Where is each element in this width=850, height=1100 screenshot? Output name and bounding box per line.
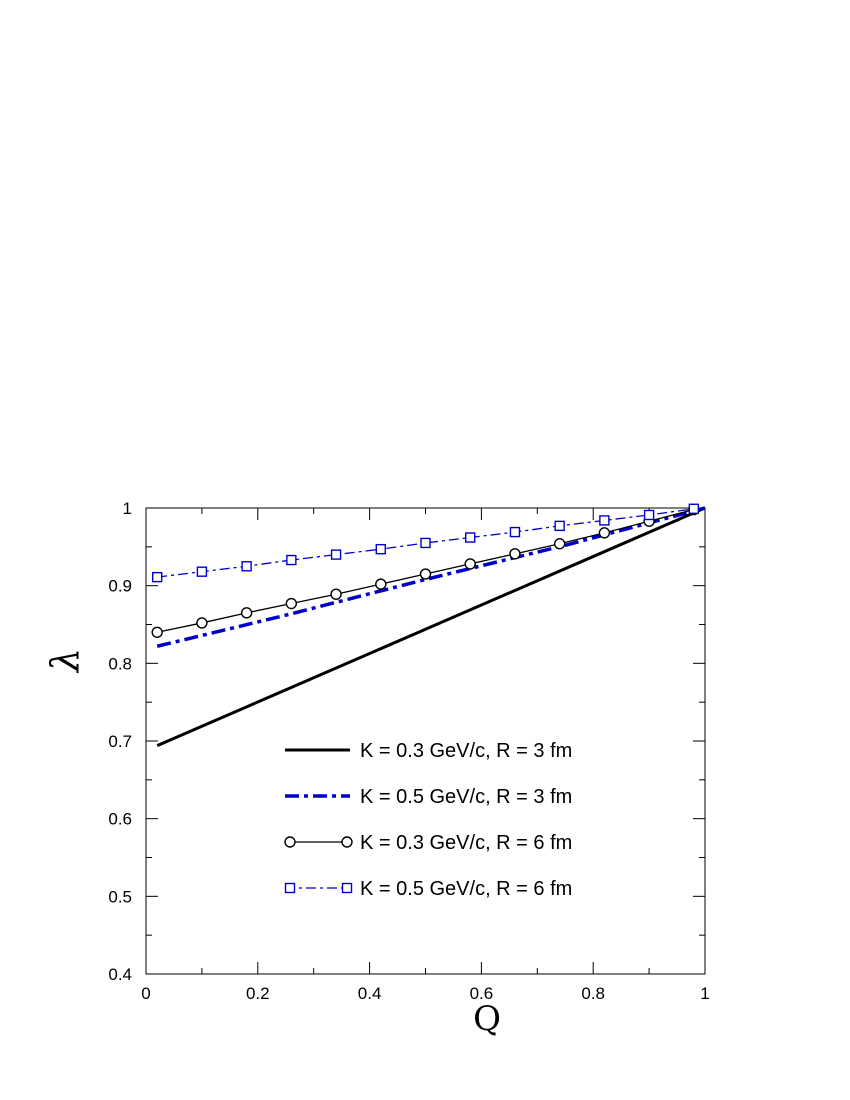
x-tick-label: 0.4 — [358, 984, 382, 1003]
legend-label: K = 0.3 GeV/c, R = 3 fm — [360, 740, 572, 762]
square-marker — [599, 515, 610, 526]
x-tick-label: 1 — [700, 984, 709, 1003]
series-4 — [151, 503, 700, 583]
circle-marker — [419, 568, 432, 580]
circle-marker — [330, 588, 342, 600]
legend-label: K = 0.3 GeV/c, R = 6 fm — [360, 832, 572, 854]
series-3 — [151, 503, 700, 638]
circle-marker — [464, 558, 476, 570]
square-marker — [643, 509, 655, 521]
y-tick-label: 0.8 — [108, 654, 132, 673]
y-tick-label: 0.7 — [108, 732, 132, 751]
circle-marker — [196, 617, 208, 629]
circle-marker — [341, 836, 353, 848]
series-layer — [151, 503, 706, 748]
square-marker — [241, 561, 252, 572]
y-tick-label: 0.6 — [108, 810, 132, 829]
legend-entry: K = 0.3 GeV/c, R = 3 fm — [285, 740, 572, 762]
circle-marker — [598, 527, 611, 539]
square-marker — [688, 503, 700, 514]
x-tick-label: 0.2 — [246, 984, 270, 1003]
circle-marker — [509, 548, 521, 560]
circle-marker — [553, 538, 566, 550]
y-tick-label: 0.9 — [108, 577, 132, 596]
x-tick-label: 0 — [141, 984, 150, 1003]
square-marker — [341, 882, 353, 894]
square-marker — [151, 571, 163, 583]
legend-entry: K = 0.3 GeV/c, R = 6 fm — [284, 832, 572, 854]
series-line — [156, 506, 706, 648]
square-marker — [420, 537, 431, 549]
square-marker — [375, 543, 386, 555]
square-marker — [465, 532, 476, 543]
y-tick-label: 0.5 — [108, 887, 132, 906]
square-marker — [330, 549, 342, 560]
circle-marker — [240, 607, 253, 619]
legend: K = 0.3 GeV/c, R = 3 fm K = 0.5 GeV/c, R … — [284, 740, 572, 900]
axis-ticks — [145, 507, 706, 975]
x-axis-title: Q — [473, 999, 501, 1039]
legend-label: K = 0.5 GeV/c, R = 6 fm — [360, 878, 572, 900]
circle-marker — [151, 626, 163, 638]
square-marker — [196, 566, 208, 577]
legend-label: K = 0.5 GeV/c, R = 3 fm — [360, 786, 572, 808]
tick-labels: 0 0.2 0.4 0.6 0.8 1 0.4 0.5 0.6 0.7 0.8 0.9 1 — [108, 499, 709, 1003]
x-tick-label: 0.6 — [470, 984, 494, 1003]
y-tick-label: 0.4 — [108, 965, 132, 984]
circle-marker — [284, 836, 296, 848]
square-marker — [509, 526, 521, 538]
y-axis-title: λ — [43, 648, 87, 674]
square-marker — [284, 882, 296, 894]
series-line — [156, 506, 706, 748]
series-1 — [156, 506, 706, 748]
y-tick-label: 1 — [123, 499, 132, 518]
series-2 — [156, 506, 706, 648]
legend-entry: K = 0.5 GeV/c, R = 3 fm — [285, 786, 572, 808]
circle-marker — [375, 578, 387, 590]
x-tick-label: 0.8 — [581, 984, 605, 1003]
square-marker — [286, 554, 297, 566]
legend-entry: K = 0.5 GeV/c, R = 6 fm — [284, 878, 572, 900]
circle-marker — [285, 597, 298, 610]
square-marker — [554, 520, 565, 532]
